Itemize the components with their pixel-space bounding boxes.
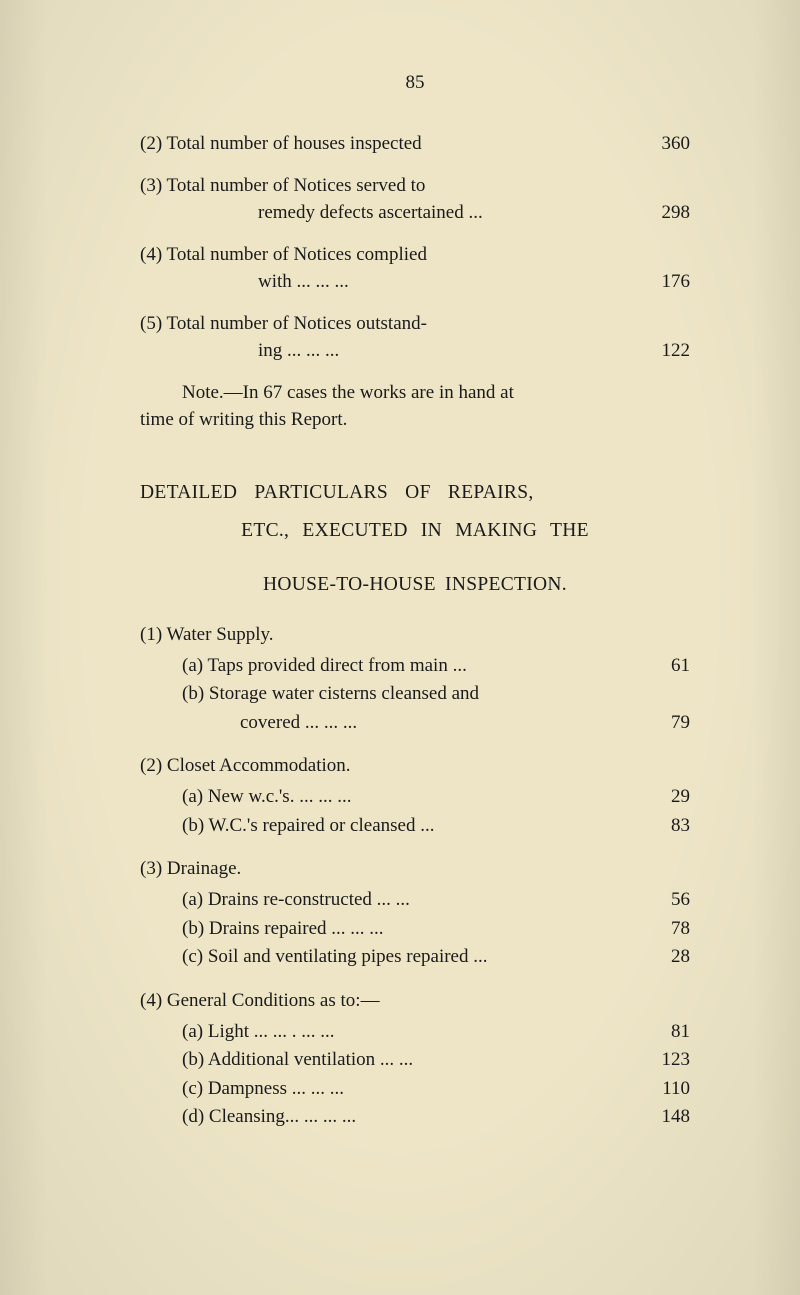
list-line-text: (3) Total number of Notices served to [140,172,646,200]
list-line-text: (2) Total number of houses inspected [140,130,646,158]
section-item-value: 148 [646,1103,690,1132]
list-line-continuation: ing ... ... ...122 [140,337,690,365]
section-item-list: (a) Light ... ... . ... ...81(b) Additio… [140,1018,690,1132]
list-line-continuation: remedy defects ascertained ...298 [140,199,690,227]
section-item: (a) Drains re-constructed ... ...56 [182,886,690,915]
heading-line-1: DETAILED PARTICULARS OF REPAIRS, [140,482,690,504]
section-heading: (1) Water Supply. [140,624,690,646]
note-line-1: Note.—In 67 cases the works are in hand … [140,379,690,407]
list-line: (3) Total number of Notices served to [140,172,690,200]
section-item: (a) New w.c.'s. ... ... ...29 [182,783,690,812]
section-item-value: 83 [646,812,690,841]
upper-list: (2) Total number of houses inspected360(… [140,130,690,365]
section-item-text: (c) Dampness ... ... ... [182,1075,646,1104]
section-item-text: (b) W.C.'s repaired or cleansed ... [182,812,646,841]
section-item-value: 79 [646,709,690,738]
section-item-text: (c) Soil and ventilating pipes repaired … [182,943,646,972]
note-line-2: time of writing this Report. [140,406,690,434]
section-heading: (4) General Conditions as to:— [140,990,690,1012]
section-item-value: 110 [646,1075,690,1104]
upper-list-item: (2) Total number of houses inspected360 [140,130,690,158]
section-item-text: (b) Storage water cisterns cleansed and [182,680,646,709]
section-item-value: 29 [646,783,690,812]
heading-line-3: HOUSE-TO-HOUSE INSPECTION. [140,574,690,596]
list-line-text: remedy defects ascertained ... [258,199,646,227]
section-heading: (2) Closet Accommodation. [140,755,690,777]
list-line-value: 176 [646,268,690,296]
section-item-text: (d) Cleansing... ... ... ... [182,1103,646,1132]
list-line: (2) Total number of houses inspected360 [140,130,690,158]
upper-list-item: (3) Total number of Notices served torem… [140,172,690,227]
section-item: (b) Storage water cisterns cleansed and [182,680,690,709]
list-line-value: 360 [646,130,690,158]
section-item-value: 81 [646,1018,690,1047]
section-item-list: (a) Taps provided direct from main ...61… [140,652,690,738]
list-line-text: with ... ... ... [258,268,646,296]
section-item-text: (b) Additional ventilation ... ... [182,1046,646,1075]
section-item-list: (a) Drains re-constructed ... ...56(b) D… [140,886,690,972]
section-item-value: 56 [646,886,690,915]
list-line-continuation: with ... ... ...176 [140,268,690,296]
list-line: (5) Total number of Notices outstand- [140,310,690,338]
section-item-list: (a) New w.c.'s. ... ... ...29(b) W.C.'s … [140,783,690,840]
section-item-value: 123 [646,1046,690,1075]
page-body: 85 (2) Total number of houses inspected3… [0,0,800,1172]
note-block: Note.—In 67 cases the works are in hand … [140,379,690,434]
heading-line-2: ETC., EXECUTED IN MAKING THE [140,520,690,542]
section-item-text: (a) New w.c.'s. ... ... ... [182,783,646,812]
section-item-value: 28 [646,943,690,972]
section-item-text: (b) Drains repaired ... ... ... [182,915,646,944]
section-heading: (3) Drainage. [140,858,690,880]
upper-list-item: (4) Total number of Notices compliedwith… [140,241,690,296]
list-line-text: (4) Total number of Notices complied [140,241,646,269]
section-item: (b) Additional ventilation ... ...123 [182,1046,690,1075]
list-line-text: ing ... ... ... [258,337,646,365]
section-item: (b) Drains repaired ... ... ...78 [182,915,690,944]
section-item: (a) Taps provided direct from main ...61 [182,652,690,681]
section-item: (a) Light ... ... . ... ...81 [182,1018,690,1047]
upper-list-item: (5) Total number of Notices outstand-ing… [140,310,690,365]
section-item: (b) W.C.'s repaired or cleansed ...83 [182,812,690,841]
list-line-value: 298 [646,199,690,227]
list-line: (4) Total number of Notices complied [140,241,690,269]
section-item-continuation: covered ... ... ...79 [182,709,690,738]
section-item-text: covered ... ... ... [240,709,646,738]
page-number: 85 [140,72,690,94]
sections: (1) Water Supply. (a) Taps provided direc… [140,624,690,1132]
section-item-value: 78 [646,915,690,944]
list-line-value: 122 [646,337,690,365]
section-item: (c) Dampness ... ... ...110 [182,1075,690,1104]
section-item: (d) Cleansing... ... ... ...148 [182,1103,690,1132]
section-item-text: (a) Taps provided direct from main ... [182,652,646,681]
section-item-text: (a) Light ... ... . ... ... [182,1018,646,1047]
section-item-text: (a) Drains re-constructed ... ... [182,886,646,915]
section-item: (c) Soil and ventilating pipes repaired … [182,943,690,972]
section-item-value: 61 [646,652,690,681]
list-line-text: (5) Total number of Notices outstand- [140,310,646,338]
